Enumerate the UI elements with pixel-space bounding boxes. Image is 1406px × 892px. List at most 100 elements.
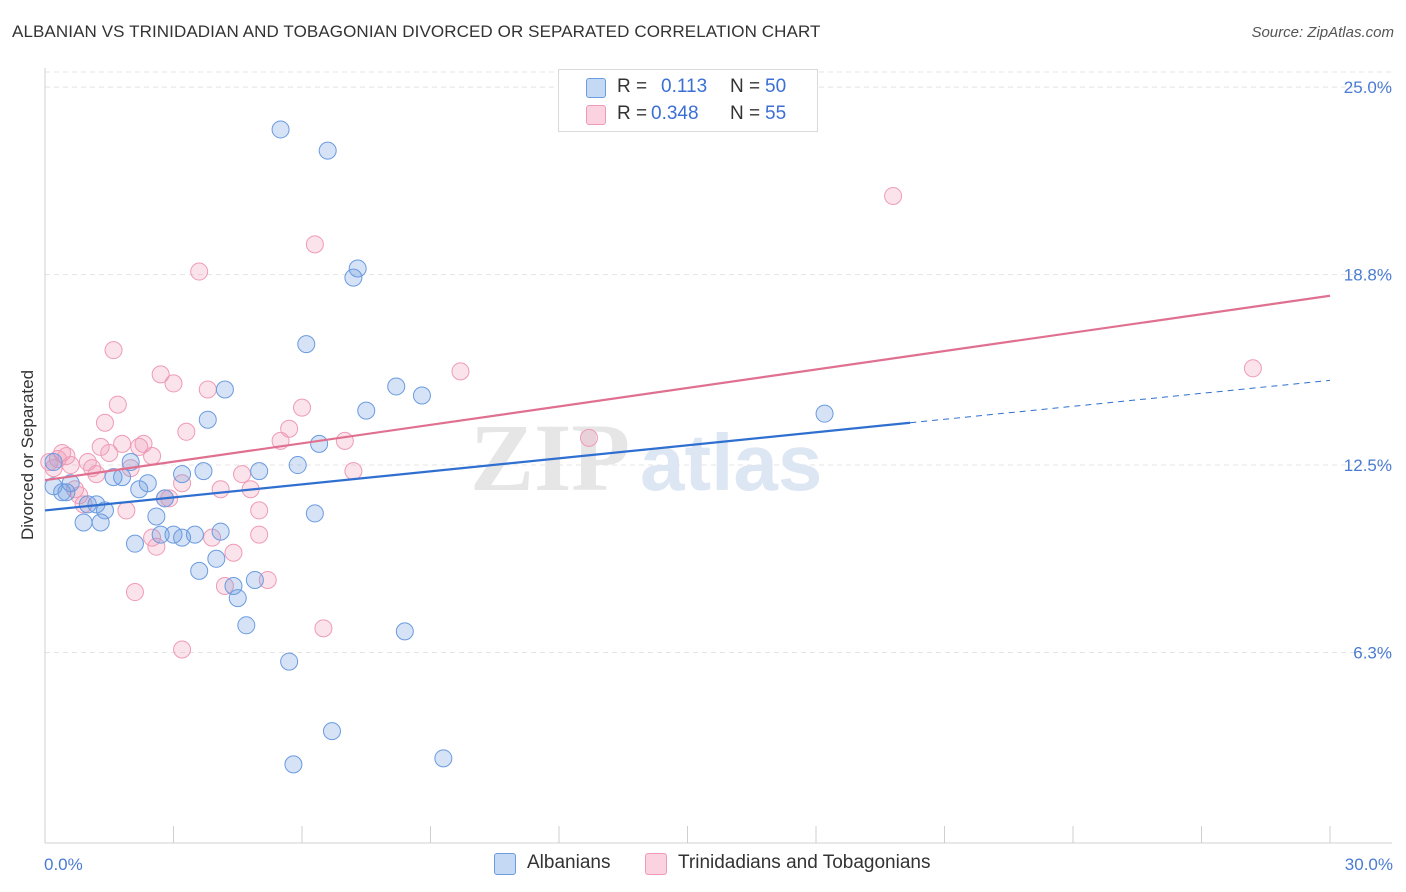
- trinidadian-point: [61, 456, 80, 475]
- albanian-point: [194, 462, 213, 481]
- trinidadian-point: [451, 362, 470, 381]
- trinidadian-trend-line: [44, 294, 1331, 482]
- n-value: 50: [765, 76, 787, 97]
- watermark-atlas: atlas: [640, 418, 822, 507]
- trinidadian-point: [1243, 359, 1262, 378]
- albanian-point: [44, 453, 63, 472]
- x-tick-label: 30.0%: [1345, 855, 1393, 874]
- trinidadian-point: [280, 419, 299, 438]
- trinidadian-point: [95, 413, 114, 432]
- trinidadian-point: [258, 570, 277, 589]
- y-tick-label: 12.5%: [1344, 456, 1392, 475]
- y-tick-label: 18.8%: [1344, 266, 1392, 285]
- trinidadian-point: [177, 422, 196, 441]
- y-axis-label: Divorced or Separated: [18, 370, 37, 540]
- trinidadian-point: [293, 398, 311, 417]
- trinidadian-point: [74, 495, 93, 514]
- albanian-point: [284, 755, 303, 774]
- albanian-point: [207, 549, 226, 568]
- albanian-point: [173, 465, 192, 484]
- trinidadian-point: [190, 262, 209, 281]
- trinidadian-legend-swatch: [645, 853, 667, 875]
- axes: [44, 68, 1392, 844]
- trinidadian-point: [173, 474, 192, 493]
- albanian-point: [434, 749, 453, 768]
- albanian-point: [190, 561, 209, 580]
- albanian-point: [74, 513, 93, 532]
- stats-box: R = 0.113 N = 50 R = 0.348 N = 55: [558, 69, 818, 132]
- legend-label: Albanians: [527, 852, 611, 873]
- albanian-point: [237, 616, 256, 635]
- albanian-point: [113, 468, 132, 487]
- trinidadian-point: [224, 543, 243, 562]
- albanian-point: [125, 534, 144, 553]
- albanian-point: [151, 525, 170, 544]
- albanian-point: [185, 525, 204, 544]
- albanian-point: [215, 380, 234, 399]
- albanian-point: [305, 504, 324, 523]
- axis-labels: 6.3% 12.5% 18.8% 25.0% 0.0% 30.0% Divorced or …: [18, 78, 1393, 874]
- albanian-point: [280, 652, 299, 671]
- albanian-trend-extension: [910, 379, 1331, 424]
- trinidadian-point: [233, 465, 252, 484]
- albanian-point: [288, 456, 307, 475]
- albanian-legend-swatch: [494, 853, 516, 875]
- trinidadian-point: [100, 443, 119, 462]
- albanian-point: [228, 589, 247, 608]
- x-tick-label: 0.0%: [44, 855, 83, 874]
- albanian-swatch: [586, 78, 606, 98]
- r-label: R =: [617, 76, 648, 97]
- albanian-trend-line: [44, 421, 911, 512]
- albanian-point: [61, 474, 80, 493]
- albanian-point: [395, 622, 414, 641]
- trinidadian-point: [151, 365, 170, 384]
- trinidadian-point: [173, 640, 192, 659]
- y-tick-label: 25.0%: [1344, 78, 1392, 97]
- trinidadian-point: [344, 462, 363, 481]
- n-label: N =: [730, 103, 761, 124]
- trinidadian-point: [335, 431, 354, 450]
- trinidadian-point: [113, 434, 132, 453]
- source-credit: Source: ZipAtlas.com: [1251, 24, 1394, 41]
- trinidadian-point: [44, 459, 63, 478]
- albanian-point: [245, 570, 264, 589]
- trinidadian-swatch: [586, 105, 606, 125]
- trinidadian-point: [198, 380, 217, 399]
- gridlines: [45, 71, 1392, 654]
- trinidadian-point: [884, 186, 903, 205]
- trinidadian-point: [314, 619, 333, 638]
- trinidadian-point: [108, 395, 127, 414]
- albanian-point: [387, 377, 406, 396]
- r-label: R =: [617, 103, 648, 124]
- albanian-point: [344, 268, 363, 287]
- albanian-point: [318, 141, 337, 160]
- data-points: [40, 120, 1262, 774]
- albanian-point: [224, 577, 243, 595]
- n-value: 55: [765, 103, 787, 124]
- r-value: 0.113: [661, 76, 708, 97]
- trinidadian-point: [579, 428, 598, 447]
- albanian-point: [250, 462, 269, 481]
- albanian-point: [91, 513, 110, 532]
- albanian-point: [198, 410, 217, 429]
- albanian-point: [310, 434, 329, 453]
- albanian-point: [322, 722, 341, 741]
- albanian-point: [211, 522, 230, 541]
- watermark-zip: ZIP: [470, 404, 630, 511]
- albanian-point: [357, 401, 376, 420]
- legend-label: Trinidadians and Tobagonians: [678, 852, 931, 873]
- n-label: N =: [730, 76, 761, 97]
- watermark: ZIP atlas: [470, 404, 822, 511]
- albanian-point: [412, 386, 431, 405]
- albanian-point: [815, 404, 834, 423]
- trinidadian-point: [125, 583, 144, 602]
- albanian-point: [138, 474, 157, 493]
- albanian-point: [271, 120, 290, 139]
- trinidadian-point: [211, 480, 230, 499]
- albanian-point: [297, 335, 316, 354]
- albanian-point: [95, 501, 114, 520]
- albanian-point: [348, 259, 367, 278]
- albanian-point: [57, 483, 76, 502]
- chart-title: ALBANIAN VS TRINIDADIAN AND TOBAGONIAN D…: [12, 22, 821, 41]
- trinidadian-point: [117, 501, 136, 520]
